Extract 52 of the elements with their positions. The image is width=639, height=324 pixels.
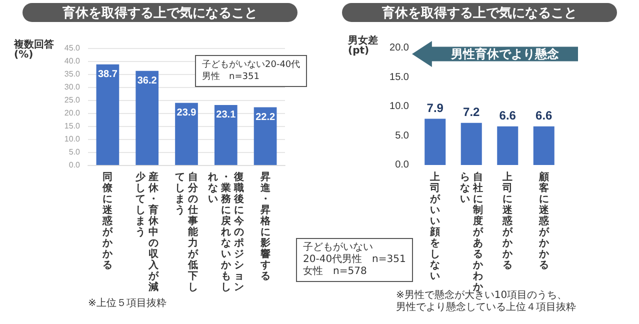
bar (136, 70, 159, 165)
y-tick-label: 20.0 (390, 42, 410, 54)
y-tick-label: 0.0 (68, 160, 81, 170)
y-tick-label: 45.0 (64, 44, 81, 52)
y-tick-label: 20.0 (64, 108, 81, 118)
text: ※上位５項目抜粋 (88, 298, 166, 310)
data-label: 38.7 (98, 68, 118, 80)
category-label: 同僚に迷惑がかかる (102, 172, 113, 271)
data-label: 23.1 (216, 109, 236, 120)
bar (424, 118, 446, 165)
bar (175, 102, 198, 165)
bar (497, 126, 518, 165)
text: 男性でより懸念している上位４項目抜粋 (396, 302, 576, 314)
y-tick-label: 10.0 (64, 134, 81, 144)
y-tick-label: 40.0 (64, 56, 81, 66)
y-tick-label: 5.0 (68, 148, 81, 156)
category-label: 顧客に迷惑がかかる (538, 172, 549, 271)
data-label: 36.2 (137, 75, 158, 86)
bar (214, 104, 238, 165)
note-box: 子どもがいない 20-40代男性 n=351 女性 n=578 (296, 238, 413, 282)
data-label: 22.2 (256, 112, 276, 123)
chart-title: 育休を取得する上で気になること (381, 5, 577, 20)
data-label: 6.6 (499, 108, 516, 122)
y-tick-label: 15.0 (64, 122, 81, 130)
category-label: 上司がいい顔をしない (430, 172, 440, 282)
y-tick-label: 10.0 (390, 101, 410, 112)
bar (96, 64, 120, 165)
data-label: 23.9 (176, 107, 197, 118)
y-tick-label: 35.0 (64, 70, 81, 78)
y-tick-label: 30.0 (64, 82, 81, 92)
annotation: 子どもがいない20-40代 (202, 59, 300, 71)
data-label: 6.6 (536, 108, 553, 122)
category-label: 復職後に今のポジション・業務に戻れないかもしれない (208, 172, 244, 293)
category-label: 昇進・昇格に影響する (260, 172, 270, 282)
data-label: 7.2 (463, 104, 480, 119)
chart-title: 育休を取得する上で気になること (62, 5, 258, 20)
bar (533, 126, 554, 165)
data-label: 7.9 (426, 100, 444, 115)
y-tick-label: 5.0 (395, 130, 410, 142)
annotation: 男性 n=351 (202, 71, 260, 83)
annotation: 男性育休でより懸念 (450, 47, 560, 61)
category-label: 産休・育休中の収入が減少してしまう (136, 172, 159, 293)
bar (254, 107, 277, 165)
y-tick-label: 0.0 (395, 160, 410, 170)
category-label: 上司に迷惑がかかる (502, 172, 513, 271)
y-axis-title: 複数回答 (%) (13, 38, 55, 60)
y-axis-title: 男女差 (pt) (347, 34, 378, 56)
category-label: 自分の仕事能力が低下してしまう (175, 172, 198, 293)
bar (460, 122, 482, 165)
y-tick-label: 25.0 (64, 96, 81, 104)
y-tick-label: 15.0 (390, 72, 410, 83)
note-box: 子どもがいない20-40代 男性 n=351 (195, 55, 308, 87)
